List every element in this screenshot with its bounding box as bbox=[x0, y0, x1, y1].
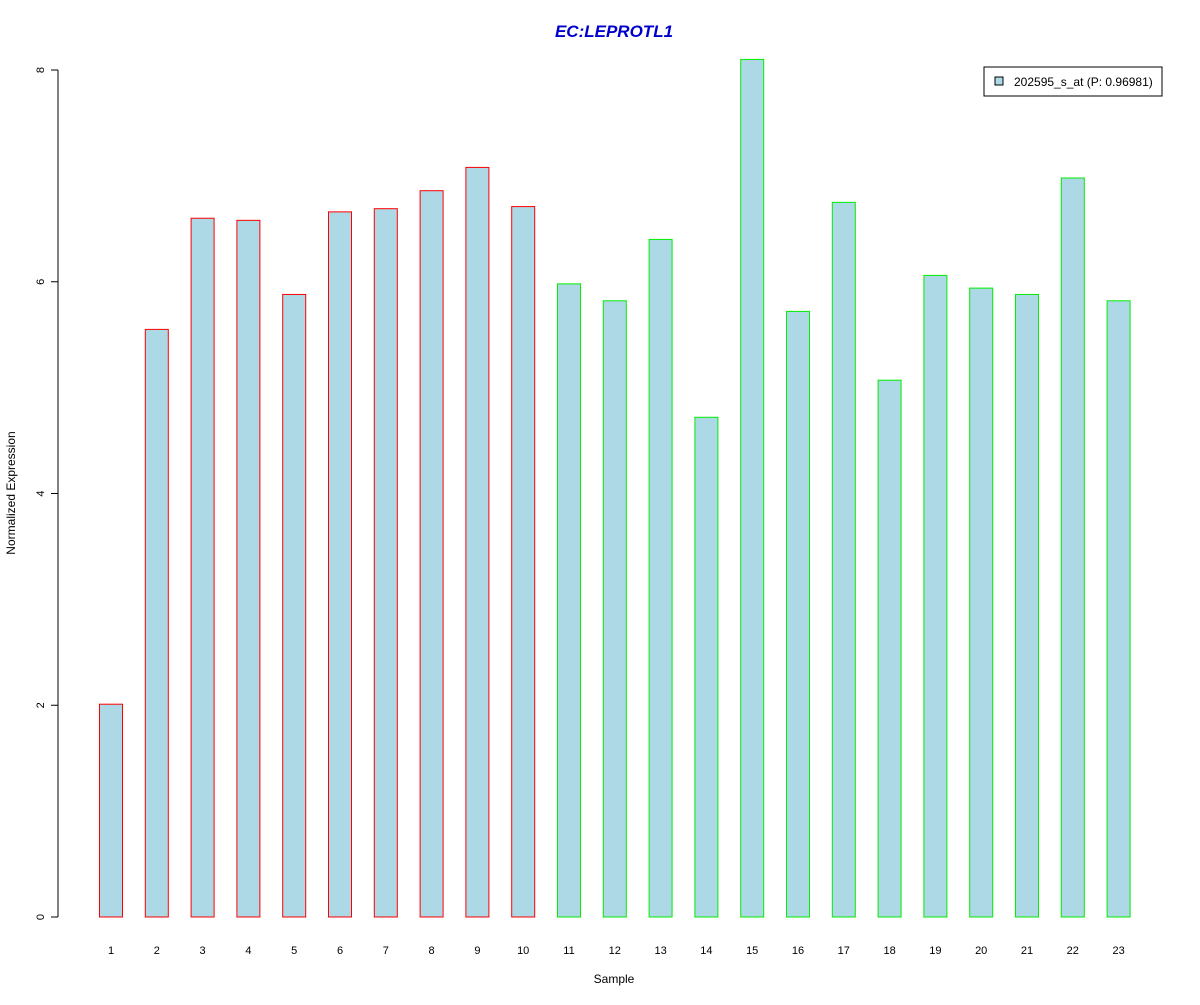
bar-sample-8 bbox=[419, 190, 444, 918]
bar-sample-22 bbox=[1060, 177, 1085, 918]
x-tick-label: 4 bbox=[245, 945, 251, 957]
legend-swatch bbox=[994, 76, 1004, 86]
x-tick-label: 2 bbox=[154, 945, 160, 957]
bar-sample-13 bbox=[648, 238, 673, 918]
x-tick-label: 13 bbox=[654, 945, 666, 957]
x-tick-label: 5 bbox=[291, 945, 297, 957]
x-axis-label: Sample bbox=[594, 972, 635, 986]
y-tick-label: 2 bbox=[35, 702, 47, 708]
y-tick-label: 4 bbox=[35, 490, 47, 496]
x-tick-label: 14 bbox=[700, 945, 712, 957]
bar-sample-2 bbox=[144, 328, 169, 918]
x-tick-label: 15 bbox=[746, 945, 758, 957]
bar-sample-23 bbox=[1106, 300, 1131, 918]
bar-sample-17 bbox=[831, 201, 856, 918]
legend: 202595_s_at (P: 0.96981) bbox=[983, 66, 1163, 97]
bar-sample-14 bbox=[694, 416, 719, 918]
y-axis: 0 2 4 6 8 bbox=[35, 67, 59, 920]
x-tick-label: 12 bbox=[609, 945, 621, 957]
y-tick-label: 0 bbox=[35, 914, 47, 920]
x-tick-label: 18 bbox=[883, 945, 895, 957]
y-tick-label: 8 bbox=[35, 67, 47, 73]
x-tick-label: 23 bbox=[1112, 945, 1124, 957]
bars-group bbox=[99, 58, 1131, 918]
bar-sample-20 bbox=[969, 287, 994, 918]
bar-sample-1 bbox=[99, 703, 123, 918]
x-tick-label: 17 bbox=[838, 945, 850, 957]
legend-box bbox=[983, 66, 1163, 97]
x-tick-label: 10 bbox=[517, 945, 529, 957]
x-tick-label: 16 bbox=[792, 945, 804, 957]
bar-sample-11 bbox=[557, 283, 581, 918]
bar-sample-15 bbox=[740, 58, 765, 918]
bar-sample-12 bbox=[602, 300, 627, 918]
x-tick-label: 22 bbox=[1067, 945, 1079, 957]
x-tick-label: 9 bbox=[474, 945, 480, 957]
x-tick-label: 19 bbox=[929, 945, 941, 957]
bar-sample-5 bbox=[282, 293, 307, 918]
x-tick-label: 7 bbox=[383, 945, 389, 957]
x-tick-label: 11 bbox=[563, 945, 574, 957]
x-tick-label: 1 bbox=[108, 945, 114, 957]
x-tick-label: 3 bbox=[200, 945, 206, 957]
bar-sample-19 bbox=[923, 274, 948, 918]
bar-sample-4 bbox=[236, 219, 261, 918]
y-axis-label: Normalized Expression bbox=[4, 431, 18, 554]
bar-sample-9 bbox=[465, 166, 490, 918]
legend-label: 202595_s_at (P: 0.96981) bbox=[1014, 75, 1153, 89]
bar-sample-3 bbox=[190, 217, 215, 918]
bar-sample-16 bbox=[786, 310, 810, 918]
x-tick-label: 8 bbox=[429, 945, 435, 957]
x-tick-label: 6 bbox=[337, 945, 343, 957]
x-tick-label: 21 bbox=[1021, 945, 1033, 957]
bar-sample-10 bbox=[511, 206, 536, 918]
x-tick-labels: 1 2 3 4 5 6 7 8 9 10 11 12 13 14 15 16 17 18 19 20 21 22 23 bbox=[108, 945, 1125, 957]
bar-sample-7 bbox=[373, 208, 398, 918]
x-tick-label: 20 bbox=[975, 945, 987, 957]
bar-sample-6 bbox=[328, 211, 352, 918]
bar-sample-21 bbox=[1015, 293, 1039, 918]
chart-title: EC:LEPROTL1 bbox=[555, 22, 673, 41]
y-tick-label: 6 bbox=[35, 279, 47, 285]
bar-sample-18 bbox=[877, 379, 902, 918]
